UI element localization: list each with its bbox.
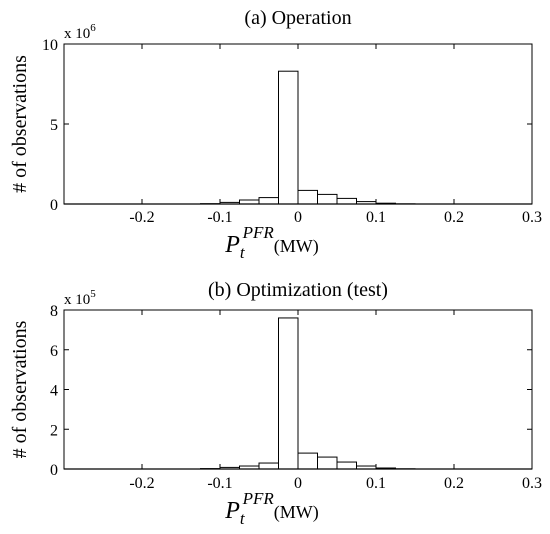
x-tick-label: 0.2 <box>444 209 464 226</box>
histogram-bar <box>258 462 279 470</box>
chart-panel-2: -0.2 -0.1 0 0.1 0.2 0.3 0 2 4 6 8 x 105 (b) Optimiza… <box>9 279 542 528</box>
x-tick-label: 0 <box>294 209 302 226</box>
x-tick-label: 0.3 <box>522 475 542 492</box>
x-tick-label: 0 <box>294 475 302 492</box>
y-tick-label: 10 <box>42 37 58 54</box>
y-tick-label: 2 <box>50 422 58 439</box>
histogram-bar <box>336 197 357 205</box>
x-tick-label: 0.3 <box>522 209 542 226</box>
y-scale-factor: x 105 <box>64 288 96 308</box>
histogram-bar <box>278 70 299 205</box>
histogram-bar <box>297 189 318 205</box>
y-tick-label: 0 <box>50 462 58 479</box>
x-tick-label: -0.2 <box>129 475 154 492</box>
chart-title: (b) Optimization (test) <box>208 279 388 301</box>
histogram-bar <box>278 317 299 470</box>
y-axis-label: # of observations <box>9 55 31 193</box>
chart-title: (a) Operation <box>244 7 351 29</box>
y-tick-label: 0 <box>50 197 58 214</box>
y-tick-label: 8 <box>50 303 58 320</box>
chart-panel-1: -0.2 -0.1 0 0.1 0.2 0.3 0 5 10 x 106 (a) Operation… <box>9 7 542 262</box>
y-axis-label: # of observations <box>9 320 31 458</box>
y-tick-label: 5 <box>50 117 58 134</box>
x-axis-label: PtPFR(MW) <box>224 489 319 528</box>
x-tick-label: -0.1 <box>207 475 232 492</box>
x-tick-label: 0.1 <box>366 209 386 226</box>
histogram-bar <box>336 461 357 470</box>
histogram-bar <box>317 456 338 470</box>
x-tick-label: 0.1 <box>366 475 386 492</box>
x-tick-label: -0.2 <box>129 209 154 226</box>
histogram-bar <box>317 193 338 205</box>
x-axis-label: PtPFR(MW) <box>224 223 319 262</box>
y-tick-label: 6 <box>50 343 58 360</box>
histogram-bar <box>258 197 279 205</box>
x-tick-label: -0.1 <box>207 209 232 226</box>
x-tick-label: 0.2 <box>444 475 464 492</box>
histogram-bar <box>297 452 318 470</box>
y-tick-label: 4 <box>50 383 58 400</box>
y-scale-factor: x 106 <box>64 22 96 42</box>
